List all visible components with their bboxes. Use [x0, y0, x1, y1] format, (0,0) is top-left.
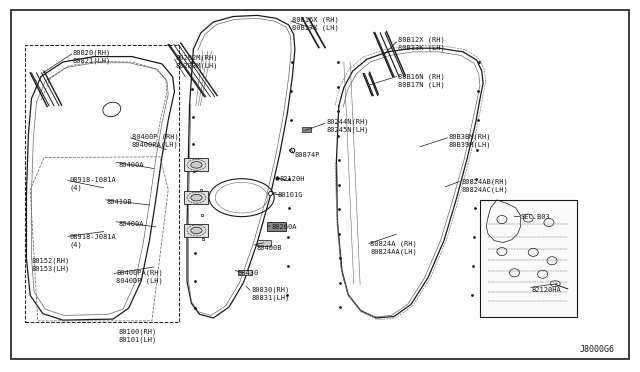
- Text: 80260A: 80260A: [271, 224, 296, 230]
- Text: 82120H: 82120H: [279, 176, 305, 182]
- Text: 80410B: 80410B: [107, 199, 132, 205]
- Bar: [480, 200, 577, 317]
- Text: 80152(RH)
80153(LH): 80152(RH) 80153(LH): [31, 257, 70, 272]
- Text: 80824A (RH)
80824AA(LH): 80824A (RH) 80824AA(LH): [370, 241, 417, 255]
- Circle shape: [191, 161, 202, 168]
- Bar: [257, 240, 271, 246]
- Text: 80101G: 80101G: [277, 192, 303, 198]
- Text: 80430: 80430: [237, 270, 259, 276]
- FancyBboxPatch shape: [268, 222, 286, 231]
- Bar: [184, 158, 208, 171]
- Circle shape: [191, 195, 202, 201]
- Text: 80820(RH)
80821(LH): 80820(RH) 80821(LH): [72, 49, 111, 64]
- Text: 08918-J081A
(4): 08918-J081A (4): [69, 234, 116, 248]
- Text: 80400P (RH)
80400PA(LH): 80400P (RH) 80400PA(LH): [132, 133, 179, 148]
- Text: 80B16X (RH)
80B17X (LH): 80B16X (RH) 80B17X (LH): [292, 16, 339, 31]
- Bar: [239, 270, 252, 275]
- Text: 80400A: 80400A: [118, 221, 143, 227]
- Text: 80B12X (RH)
80B13K (LH): 80B12X (RH) 80B13K (LH): [398, 36, 445, 51]
- Bar: [184, 224, 208, 237]
- Text: 80400B: 80400B: [256, 245, 282, 251]
- Text: 80830(RH)
80831(LH): 80830(RH) 80831(LH): [251, 286, 289, 301]
- Bar: [303, 127, 311, 132]
- Text: 80824AB(RH)
80824AC(LH): 80824AB(RH) 80824AC(LH): [461, 179, 508, 193]
- Text: SEC.B03: SEC.B03: [521, 214, 550, 220]
- Bar: [184, 191, 208, 204]
- Text: 80400PA(RH)
8040DP (LH): 80400PA(RH) 8040DP (LH): [116, 269, 163, 284]
- Text: 80B16N (RH)
80B17N (LH): 80B16N (RH) 80B17N (LH): [398, 73, 445, 87]
- Bar: [25, 45, 179, 322]
- Text: 80100(RH)
80101(LH): 80100(RH) 80101(LH): [118, 329, 156, 343]
- Text: 80400A: 80400A: [118, 162, 143, 168]
- Text: 80874P: 80874P: [295, 152, 321, 158]
- Text: J8000G6: J8000G6: [580, 346, 615, 355]
- Text: 80244N(RH)
80245N(LH): 80244N(RH) 80245N(LH): [326, 119, 369, 133]
- Text: 82120HA: 82120HA: [532, 287, 562, 293]
- Circle shape: [191, 227, 202, 234]
- Text: 80B3BM(RH)
80B39M(LH): 80B3BM(RH) 80B39M(LH): [449, 133, 491, 148]
- Text: 802B2M(RH)
802B3M(LH): 802B2M(RH) 802B3M(LH): [176, 55, 218, 69]
- Text: 08918-1081A
(4): 08918-1081A (4): [69, 177, 116, 191]
